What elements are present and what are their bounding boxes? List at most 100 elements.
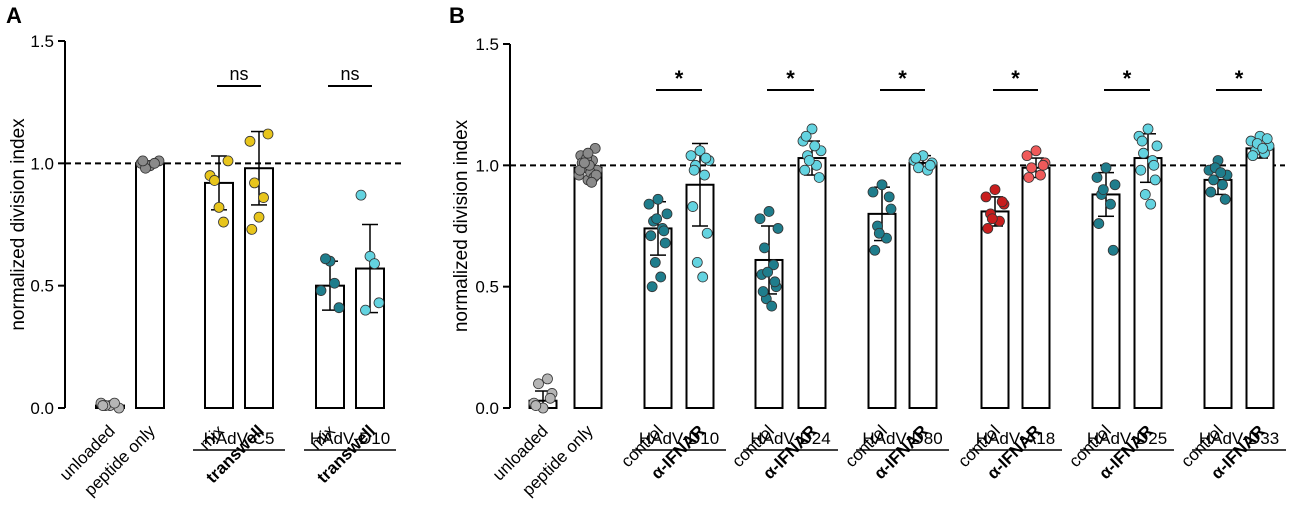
data-point: [1215, 167, 1227, 179]
data-point: [97, 400, 109, 411]
data-point: [813, 172, 825, 183]
data-point: [209, 175, 220, 186]
group-label: HAdV-D80: [862, 429, 942, 448]
data-point: [1138, 147, 1149, 159]
data-point: [645, 230, 657, 242]
significance-label: *: [1011, 66, 1020, 91]
data-point: [579, 157, 590, 169]
data-point: [249, 177, 260, 189]
data-point: [1219, 193, 1231, 205]
data-point: [1261, 133, 1273, 145]
bar: [573, 166, 603, 409]
significance-label: *: [786, 66, 795, 91]
data-point: [1093, 218, 1105, 229]
group-label: HAdV-C5: [204, 429, 275, 448]
data-point: [986, 213, 998, 225]
data-point: [885, 203, 897, 215]
data-point: [1109, 179, 1121, 191]
data-point: [757, 286, 769, 297]
bar: [1021, 166, 1051, 409]
significance-label: *: [1235, 66, 1244, 91]
data-point: [694, 145, 706, 157]
data-point: [315, 285, 327, 296]
data-point: [258, 192, 269, 203]
data-point: [989, 184, 1001, 196]
data-point: [651, 213, 663, 225]
data-point: [996, 196, 1008, 208]
data-point: [869, 244, 881, 256]
data-point: [980, 191, 992, 203]
data-point: [766, 300, 778, 312]
data-point: [329, 277, 340, 289]
data-point: [262, 128, 274, 140]
bar: [980, 210, 1010, 409]
data-point: [873, 227, 885, 239]
data-point: [1205, 186, 1217, 198]
data-point: [762, 266, 774, 278]
bar: [1203, 178, 1233, 409]
data-point: [1142, 123, 1154, 135]
bar: [204, 181, 234, 409]
group-label: HAdV-D10: [310, 429, 390, 448]
significance-label: *: [1123, 66, 1132, 91]
bar: [908, 161, 938, 409]
significance-label: ns: [229, 64, 248, 84]
data-point: [799, 164, 811, 176]
data-point: [1136, 135, 1148, 147]
y-tick-label: 0.0: [30, 399, 54, 418]
data-point: [700, 152, 712, 164]
data-point: [530, 400, 542, 411]
data-point: [688, 164, 700, 176]
data-point: [763, 206, 775, 217]
panel-label: A: [6, 3, 22, 28]
bar: [797, 157, 827, 409]
data-point: [1217, 179, 1228, 191]
data-point: [800, 130, 812, 142]
data-point: [1135, 164, 1147, 176]
data-point: [699, 169, 710, 181]
data-point: [1035, 169, 1046, 181]
y-tick-label: 0.5: [475, 278, 499, 297]
y-tick-label: 1.5: [475, 35, 499, 54]
data-point: [218, 216, 229, 228]
data-point: [1097, 184, 1109, 196]
data-point: [149, 157, 160, 169]
group-label: HAdV-A18: [976, 429, 1055, 448]
data-point: [1023, 172, 1035, 183]
data-point: [646, 281, 658, 293]
significance-label: *: [898, 66, 907, 91]
data-point: [759, 242, 770, 254]
data-point: [1208, 174, 1219, 186]
data-point: [772, 223, 784, 234]
data-point: [253, 211, 265, 223]
data-point: [1107, 244, 1119, 256]
data-point: [809, 140, 821, 152]
data-point: [659, 237, 671, 249]
data-point: [109, 397, 120, 409]
data-point: [1257, 142, 1269, 154]
y-tick-label: 0.0: [475, 399, 499, 418]
y-axis-label: normalized division index: [451, 119, 472, 332]
data-point: [685, 150, 697, 162]
group-label: HAdV-D10: [639, 429, 719, 448]
y-axis-label: normalized division index: [8, 118, 29, 331]
data-point: [1148, 159, 1160, 171]
data-point: [691, 256, 703, 268]
data-point: [533, 378, 544, 390]
data-point: [649, 256, 661, 268]
data-point: [222, 155, 234, 167]
data-point: [1100, 162, 1112, 174]
data-point: [213, 201, 225, 213]
data-point: [373, 297, 385, 309]
y-tick-label: 1.0: [30, 154, 54, 173]
data-point: [803, 155, 815, 166]
data-point: [244, 135, 256, 147]
data-point: [1145, 198, 1157, 210]
data-point: [867, 186, 879, 198]
data-point: [1139, 189, 1151, 200]
data-point: [544, 392, 556, 404]
y-tick-label: 1.5: [30, 32, 54, 51]
data-point: [658, 225, 670, 237]
